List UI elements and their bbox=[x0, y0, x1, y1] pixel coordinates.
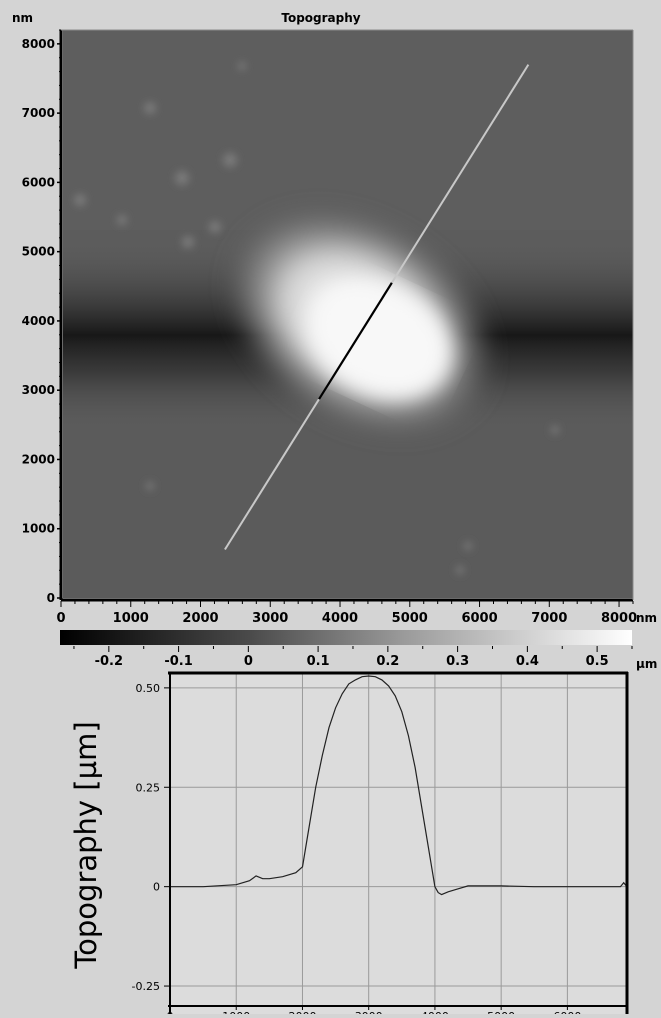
map-y-tick-label: 5000 bbox=[22, 245, 55, 259]
profile-y-axis-label: Topography [µm] bbox=[69, 721, 103, 969]
map-y-tick-label: 6000 bbox=[22, 175, 55, 189]
map-y-tick-label: 8000 bbox=[22, 37, 55, 51]
map-frame bbox=[59, 29, 634, 602]
profile-plot-area bbox=[170, 674, 627, 1014]
map-x-tick-label: 6000 bbox=[461, 611, 497, 626]
profile-y-tick-label: 0 bbox=[153, 881, 160, 894]
map-x-tick-label: 3000 bbox=[252, 611, 288, 626]
profile-frame bbox=[168, 671, 629, 1014]
colorbar-tick-label: 0.4 bbox=[516, 654, 539, 669]
map-x-tick-label: 0 bbox=[56, 611, 65, 626]
profile-x-tick-label: 4000 bbox=[421, 1010, 449, 1014]
map-x-tick-label: 7000 bbox=[531, 611, 567, 626]
profile-line-series bbox=[170, 675, 628, 896]
map-x-tick-label: 8000 bbox=[601, 611, 637, 626]
map-x-unit-label: nm bbox=[636, 611, 657, 625]
profile-x-tick-label: 0 bbox=[167, 1010, 174, 1014]
map-y-unit-label: nm bbox=[12, 11, 33, 25]
map-y-tick-label: 4000 bbox=[22, 314, 55, 328]
colorbar-tick-label: 0.2 bbox=[376, 654, 399, 669]
map-x-axis: 0 1000 2000 3000 4000 5000 6000 7000 8000 bbox=[56, 601, 637, 626]
profile-x-tick-label: 1000 bbox=[222, 1010, 250, 1014]
profile-x-tick-label: 6000 bbox=[553, 1010, 581, 1014]
profile-y-tick-label: -0.25 bbox=[132, 980, 160, 993]
topography-image bbox=[63, 30, 633, 598]
map-y-tick-label: 7000 bbox=[22, 106, 55, 120]
map-y-axis: 0 1000 2000 3000 4000 5000 6000 7000 8000 bbox=[22, 29, 61, 605]
profile-x-tick-label: 5000 bbox=[487, 1010, 515, 1014]
colorbar-tick-label: 0.3 bbox=[446, 654, 469, 669]
map-title: Topography bbox=[281, 11, 360, 25]
map-y-tick-label: 2000 bbox=[22, 452, 55, 466]
profile-x-tick-label: 2000 bbox=[288, 1010, 316, 1014]
map-x-tick-label: 2000 bbox=[182, 611, 218, 626]
colorbar-tick-label: 0.1 bbox=[307, 654, 330, 669]
colorbar-tick-label: -0.2 bbox=[95, 654, 123, 669]
map-x-tick-label: 1000 bbox=[113, 611, 149, 626]
line-profile-path-on-bump bbox=[318, 282, 393, 400]
profile-y-tick-label: 0.50 bbox=[136, 682, 161, 695]
map-y-tick-label: 1000 bbox=[22, 522, 55, 536]
colorbar-tick-label: 0.5 bbox=[586, 654, 609, 669]
colorbar-unit-label: µm bbox=[636, 657, 657, 671]
map-y-tick-label: 3000 bbox=[22, 383, 55, 397]
surface-specks bbox=[74, 62, 559, 574]
profile-y-tick-label: 0.25 bbox=[136, 781, 161, 794]
profile-x-tick-label: 3000 bbox=[355, 1010, 383, 1014]
map-y-tick-label: 0 bbox=[47, 591, 55, 605]
profile-grid bbox=[170, 674, 627, 1006]
colorbar-tick-label: 0 bbox=[244, 654, 253, 669]
bump-feature bbox=[221, 202, 499, 442]
map-x-tick-label: 5000 bbox=[392, 611, 428, 626]
colorbar-tick-label: -0.1 bbox=[164, 654, 192, 669]
map-x-tick-label: 4000 bbox=[322, 611, 358, 626]
colorbar-axis: -0.2 -0.1 0 0.1 0.2 0.3 0.4 0.5 bbox=[73, 646, 633, 669]
profile-y-axis: 0.50 0.25 0 -0.25 bbox=[132, 682, 170, 993]
colorbar bbox=[60, 630, 632, 645]
